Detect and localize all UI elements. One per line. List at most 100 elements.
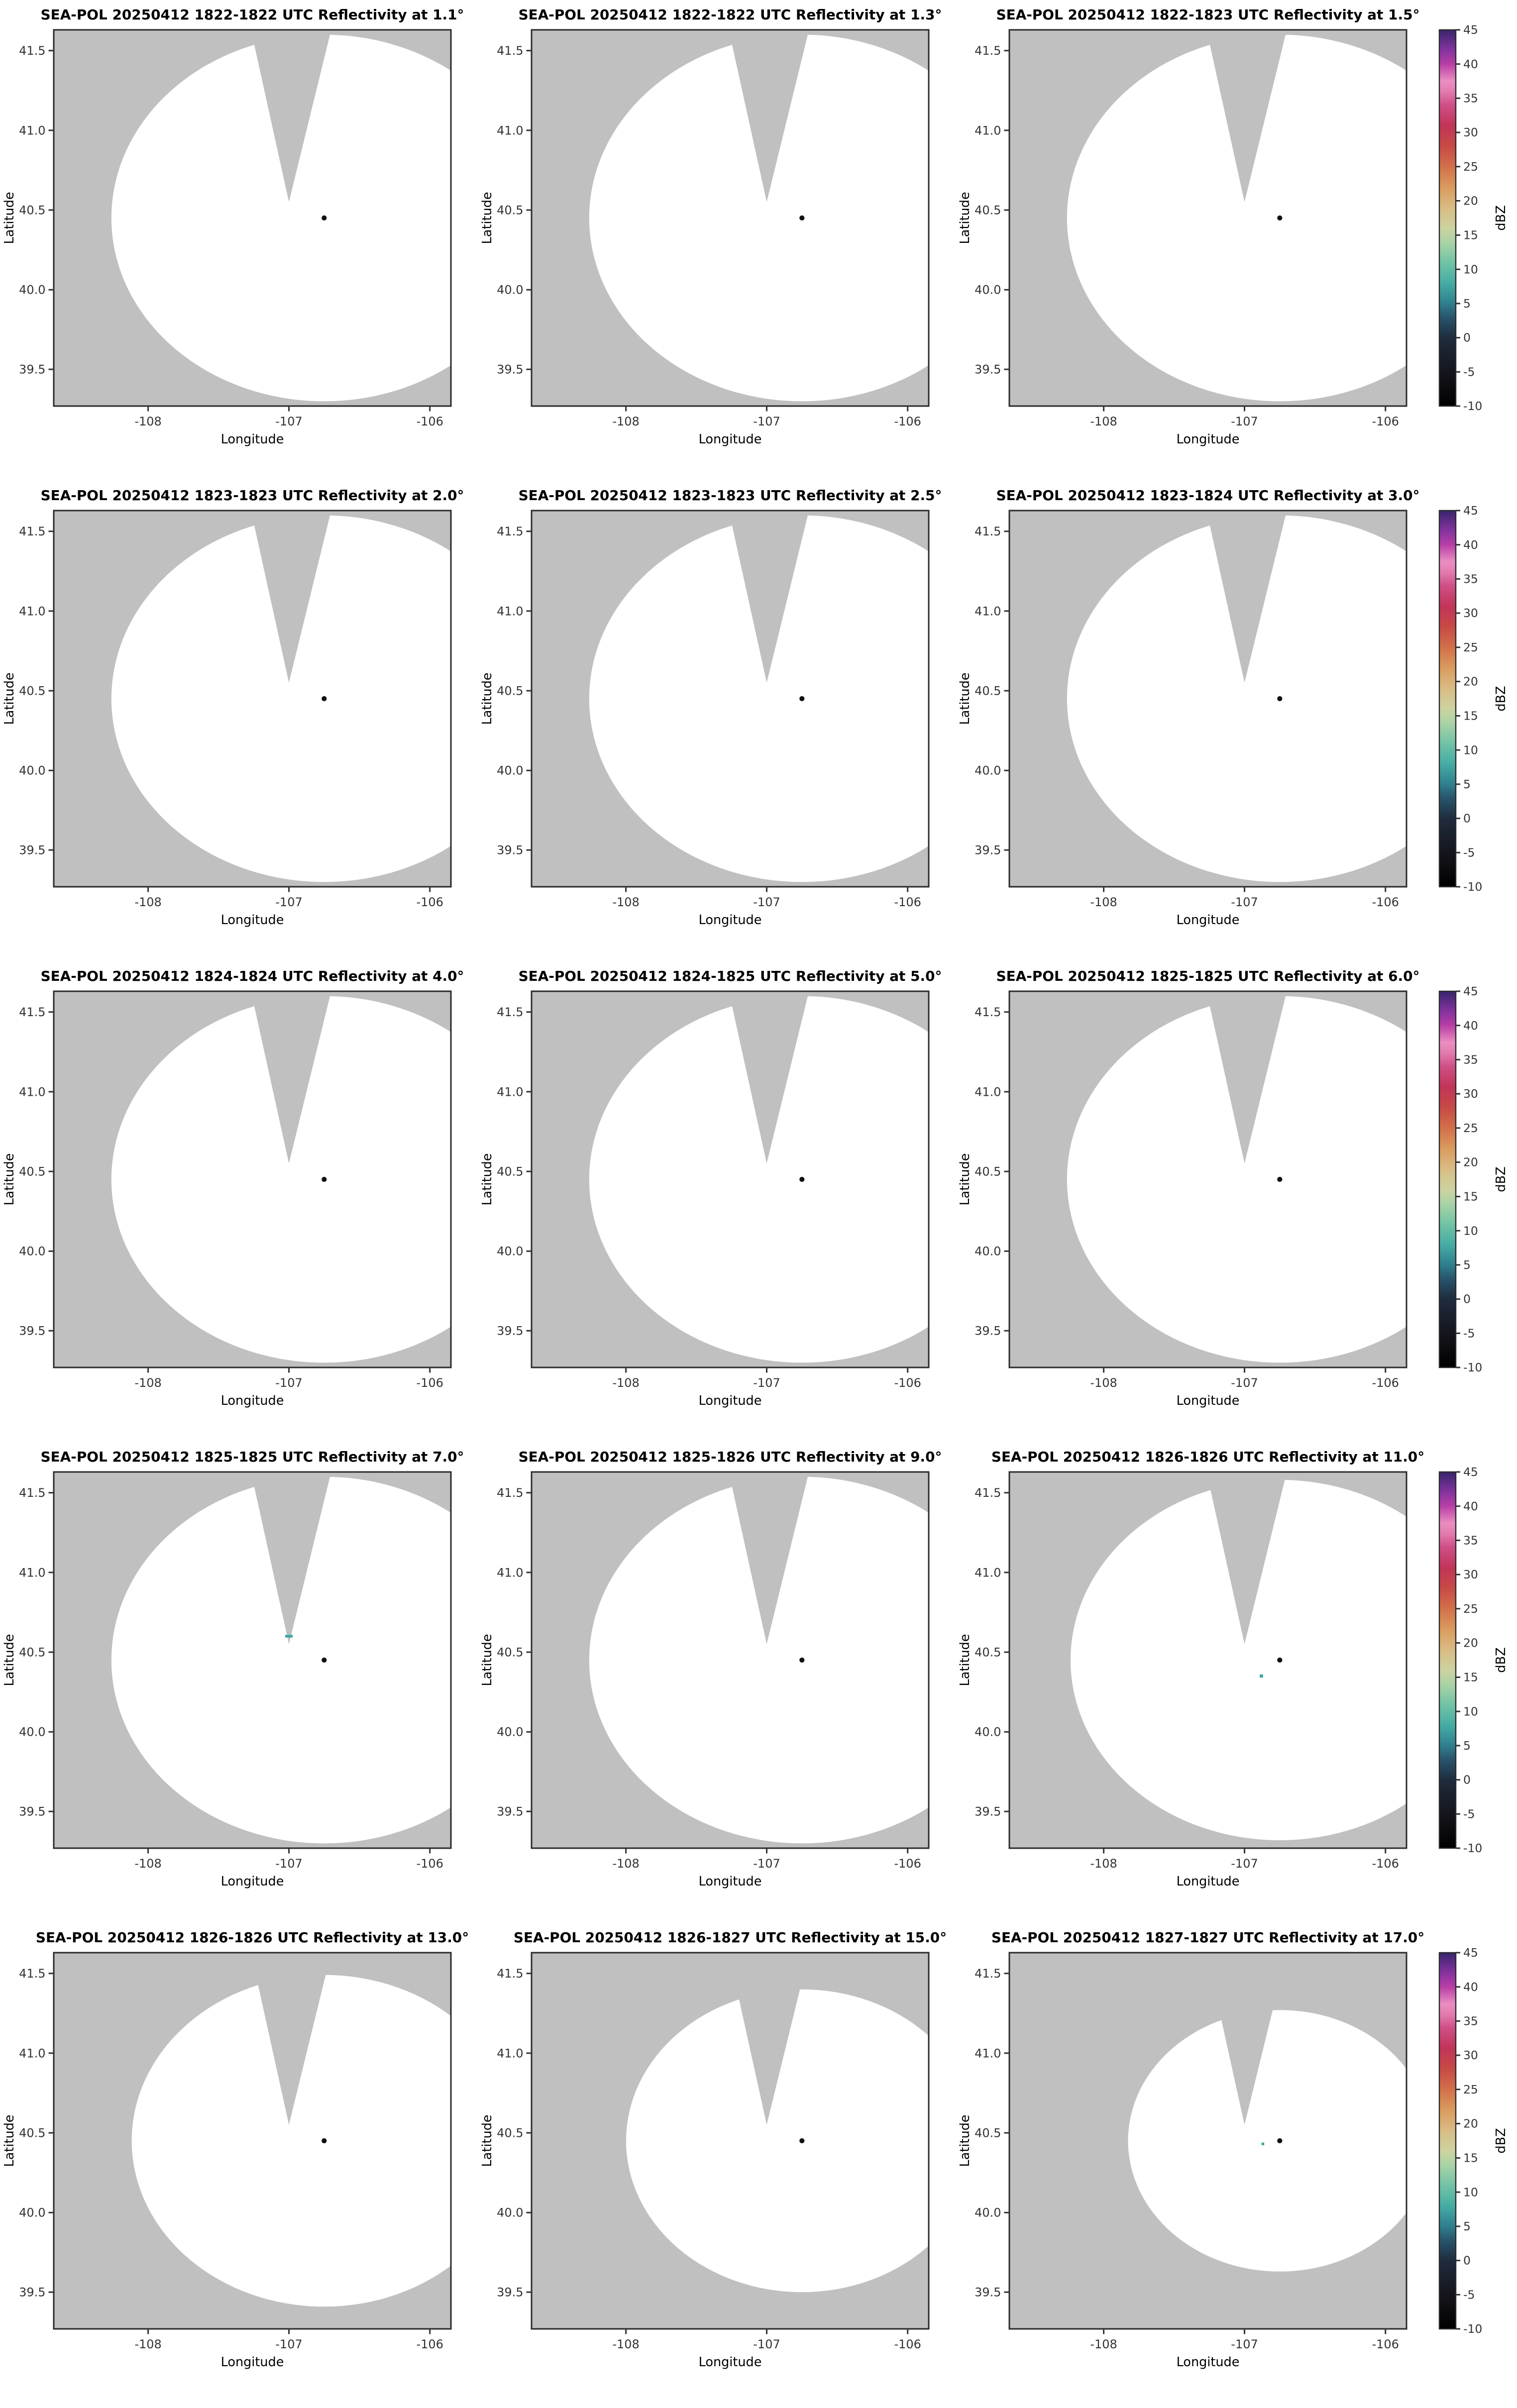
- x-tick-label: -106: [416, 415, 443, 428]
- colorbar-tick-label: 25: [1463, 160, 1478, 174]
- x-axis-label: Longitude: [221, 1874, 284, 1889]
- y-tick-label: 41.0: [19, 1085, 45, 1099]
- figure-row: -108 -107 -106 39.5 40.0 40.5 41.0 41.5 SEA-POL …: [0, 1442, 1517, 1923]
- colorbar-tick-label: 35: [1463, 1534, 1478, 1548]
- x-axis-label: Longitude: [1177, 913, 1240, 928]
- y-tick-label: 40.0: [497, 764, 523, 778]
- radar-site-dot: [1277, 1657, 1283, 1663]
- colorbar-tick-label: 25: [1463, 640, 1478, 654]
- colorbar-tick-label: 30: [1463, 125, 1478, 139]
- y-axis-label: Latitude: [958, 1153, 973, 1206]
- plot-frame: [1008, 990, 1408, 1368]
- y-tick-label: 39.5: [975, 843, 1001, 857]
- colorbar: 45 40 35 30 25 20 15 10 5 0 -5 -10 dBZ: [1438, 504, 1509, 894]
- colorbar: 45 40 35 30 25 20 15 10 5 0 -5 -10 dBZ: [1438, 1946, 1509, 2336]
- colorbar-tick-label: 25: [1463, 1602, 1478, 1616]
- x-tick-label: -108: [134, 1857, 161, 1871]
- x-axis-label: Longitude: [699, 432, 762, 447]
- radar-site-dot: [799, 2138, 805, 2144]
- radar-coverage-disc: [589, 1476, 929, 1844]
- radar-panel: -108 -107 -106 39.5 40.0 40.5 41.0 41.5 SEA-POL …: [958, 487, 1419, 928]
- y-tick-label: 40.5: [497, 2126, 523, 2140]
- radar-site-dot: [322, 1657, 327, 1663]
- y-axis-label: Latitude: [480, 1634, 495, 1686]
- radar-coverage-disc: [1067, 515, 1407, 882]
- y-tick-label: 40.5: [975, 1165, 1001, 1179]
- colorbar-tick-label: 0: [1463, 331, 1471, 345]
- x-tick-label: -107: [275, 2337, 302, 2351]
- colorbar-tick-label: 40: [1463, 1499, 1478, 1513]
- radar-panel: -108 -107 -106 39.5 40.0 40.5 41.0 41.5 SEA-POL …: [480, 1929, 947, 2370]
- y-tick-label: 40.0: [975, 2206, 1001, 2220]
- y-axis-label: Latitude: [480, 673, 495, 725]
- y-tick-label: 39.5: [19, 363, 45, 377]
- radar-coverage-disc: [1067, 996, 1407, 1363]
- radar-site-dot: [799, 1176, 805, 1182]
- y-tick-label: 39.5: [975, 1805, 1001, 1819]
- colorbar-tick-label: 30: [1463, 606, 1478, 620]
- x-tick-label: -107: [753, 415, 780, 428]
- y-tick-label: 40.0: [975, 1725, 1001, 1739]
- y-tick-label: 41.0: [497, 2046, 523, 2060]
- colorbar-tick-label: 45: [1463, 23, 1478, 37]
- y-tick-label: 41.0: [497, 123, 523, 137]
- radar-site-dot: [799, 696, 805, 702]
- panel-title: SEA-POL 20250412 1822-1822 UTC Reflectiv…: [41, 6, 464, 23]
- y-tick-label: 39.5: [497, 2286, 523, 2300]
- radar-panel: -108 -107 -106 39.5 40.0 40.5 41.0 41.5 SEA-POL …: [2, 968, 464, 1408]
- x-tick-label: -106: [894, 1857, 921, 1871]
- panel-title: SEA-POL 20250412 1822-1822 UTC Reflectiv…: [519, 6, 942, 23]
- x-tick-label: -106: [416, 1376, 443, 1390]
- colorbar-tick-label: 20: [1463, 194, 1478, 208]
- x-tick-label: -107: [275, 1376, 302, 1390]
- y-tick-label: 39.5: [975, 2286, 1001, 2300]
- colorbar-tick-label: 15: [1463, 2151, 1478, 2165]
- x-axis-label: Longitude: [699, 2355, 762, 2370]
- panel-title: SEA-POL 20250412 1825-1825 UTC Reflectiv…: [996, 968, 1420, 984]
- y-tick-label: 41.5: [975, 1486, 1001, 1500]
- radar-site-dot: [1277, 696, 1283, 702]
- radar-site-dot: [322, 2138, 327, 2144]
- x-axis-label: Longitude: [1177, 1874, 1240, 1889]
- colorbar-tick-label: 10: [1463, 2185, 1478, 2199]
- radar-panel: -108 -107 -106 39.5 40.0 40.5 41.0 41.5 SEA-POL …: [2, 1449, 464, 1889]
- panel-title: SEA-POL 20250412 1823-1823 UTC Reflectiv…: [41, 487, 464, 504]
- y-tick-label: 40.0: [497, 1245, 523, 1258]
- colorbar-tick-label: 20: [1463, 2117, 1478, 2131]
- colorbar-tick-label: 35: [1463, 2014, 1478, 2028]
- y-tick-label: 40.0: [19, 1245, 45, 1258]
- x-tick-label: -106: [416, 2337, 443, 2351]
- colorbar-label: dBZ: [1494, 686, 1509, 711]
- x-tick-label: -107: [275, 895, 302, 909]
- colorbar-tick-label: 20: [1463, 1155, 1478, 1169]
- plot-frame: [53, 29, 452, 407]
- y-tick-label: 39.5: [975, 363, 1001, 377]
- y-tick-label: 41.0: [19, 1566, 45, 1579]
- x-tick-label: -108: [612, 2337, 639, 2351]
- colorbar-tick-label: 10: [1463, 262, 1478, 276]
- y-tick-label: 41.5: [497, 1967, 523, 1981]
- colorbar-tick-label: -10: [1463, 2322, 1482, 2336]
- y-axis-label: Latitude: [480, 1153, 495, 1206]
- panel-title: SEA-POL 20250412 1826-1826 UTC Reflectiv…: [991, 1449, 1424, 1465]
- blocked-sector-wedge: [251, 30, 331, 202]
- x-tick-label: -107: [1231, 1376, 1258, 1390]
- radar-coverage-disc: [589, 515, 929, 882]
- colorbar-tick-label: 45: [1463, 504, 1478, 518]
- x-tick-label: -108: [134, 2337, 161, 2351]
- y-tick-label: 40.0: [497, 1725, 523, 1739]
- radar-site-dot: [322, 696, 327, 702]
- y-tick-label: 41.0: [975, 2046, 1001, 2060]
- colorbar: 45 40 35 30 25 20 15 10 5 0 -5 -10 dBZ: [1438, 1465, 1509, 1855]
- y-tick-label: 41.0: [975, 1566, 1001, 1579]
- y-tick-label: 39.5: [975, 1324, 1001, 1338]
- radar-coverage-disc: [626, 1989, 929, 2293]
- y-tick-label: 40.0: [975, 764, 1001, 778]
- figure-row: -108 -107 -106 39.5 40.0 40.5 41.0 41.5 SEA-POL …: [0, 481, 1517, 961]
- radar-site-dot: [322, 215, 327, 221]
- y-axis-label: Latitude: [958, 2115, 973, 2167]
- x-tick-label: -107: [275, 415, 302, 428]
- colorbar-tick-label: 40: [1463, 1980, 1478, 1994]
- radar-panel: -108 -107 -106 39.5 40.0 40.5 41.0 41.5 SEA-POL …: [958, 1449, 1424, 1889]
